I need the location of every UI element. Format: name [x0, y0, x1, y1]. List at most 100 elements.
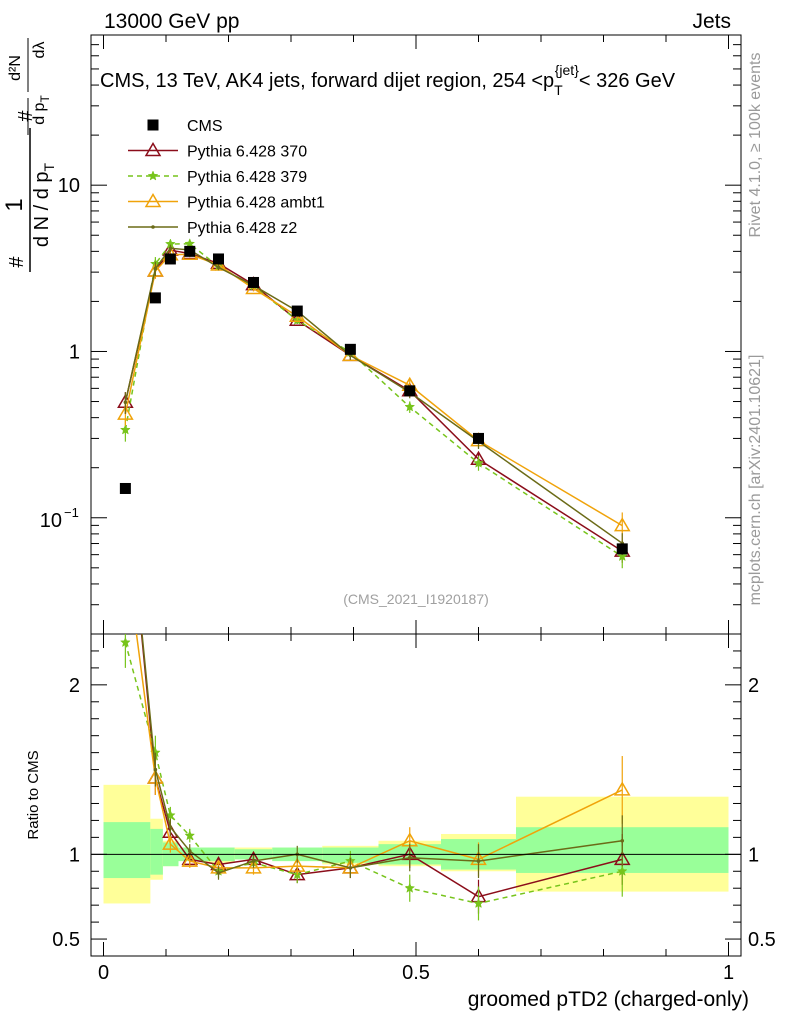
ratio-plot-frame — [90, 633, 742, 957]
ratio-y-tick-label-right: 2 — [748, 675, 759, 697]
ratio-point-pythia-6-428-z2 — [620, 838, 625, 843]
ratio-point-pythia-6-428-379 — [404, 882, 416, 893]
series-point-pythia-6-428-ambt1 — [613, 517, 631, 532]
title-suffix: < 326 GeV — [579, 70, 676, 92]
ratio-axes: 0 0.5 1 0.5 0.5 1 1 2 2 — [52, 634, 776, 984]
title-sub: T — [554, 82, 563, 98]
cms-data-point — [291, 305, 303, 317]
x-axis-label: groomed pTD2 (charged-only) — [468, 988, 749, 1011]
series-line-pythia-6-428-ambt1 — [124, 253, 623, 527]
title-prefix: CMS, 13 TeV, AK4 jets, forward dijet reg… — [100, 70, 554, 92]
ratio-point-pythia-6-428-379 — [616, 865, 628, 876]
series-line-pythia-6-428-z2 — [124, 247, 623, 544]
ylabel-dp: d pT — [31, 95, 52, 125]
analysis-watermark: (CMS_2021_I1920187) — [343, 591, 489, 607]
ratio-point-pythia-6-428-379 — [184, 830, 196, 841]
y-tick-label-01: 10 — [40, 510, 62, 532]
band-inner — [103, 822, 151, 879]
cms-data-point — [616, 543, 628, 555]
legend-label: Pythia 6.428 379 — [187, 169, 307, 186]
ratio-point-pythia-6-428-ambt1 — [288, 857, 306, 872]
rivet-version-label: Rivet 4.1.0, ≥ 100k events — [747, 53, 764, 238]
ratio-point-pythia-6-428-370 — [118, 458, 132, 470]
band-inner — [150, 828, 163, 875]
ratio-y-tick-label: 1 — [69, 844, 80, 866]
ratio-point-pythia-6-428-ambt1 — [118, 542, 132, 554]
ratio-point-pythia-6-428-z2 — [124, 463, 128, 467]
ylabel-dl: dλ — [31, 42, 48, 59]
cms-data-point — [213, 253, 224, 265]
ratio-y-tick-label: 0.5 — [52, 929, 80, 951]
series-line-pythia-6-428-379 — [124, 243, 623, 558]
legend-marker — [144, 142, 162, 157]
series-point-pythia-6-428-z2 — [168, 246, 173, 251]
ratio-y-tick-label: 2 — [69, 675, 80, 697]
ratio-point-pythia-6-428-z2 — [153, 767, 158, 772]
ratio-point-pythia-6-428-ambt1 — [181, 852, 199, 867]
ylabel-d2N: d²N — [7, 55, 24, 81]
ylabel-one: 1 — [1, 198, 28, 211]
ylabel-hash-2: # — [15, 110, 37, 122]
series-point-pythia-6-428-z2 — [153, 266, 158, 271]
series-point-pythia-6-428-z2 — [123, 400, 128, 405]
series-point-pythia-6-428-ambt1 — [117, 405, 134, 420]
legend-marker — [147, 119, 159, 131]
main-ylabel: 1 # d N / d pT # d²N d pT dλ — [1, 38, 57, 272]
ratio-point-pythia-6-428-z2 — [348, 866, 353, 870]
ratio-point-pythia-6-428-z2 — [476, 859, 481, 863]
ratio-point-pythia-6-428-z2 — [407, 855, 412, 860]
series-point-pythia-6-428-379 — [473, 457, 484, 468]
ratio-ylabel: Ratio to CMS — [25, 750, 42, 839]
ratio-series — [118, 458, 631, 921]
series-point-pythia-6-428-z2 — [216, 265, 221, 270]
legend-marker — [144, 193, 162, 208]
cms-data-point — [404, 385, 416, 397]
main-series — [117, 238, 631, 569]
legend-label: CMS — [187, 118, 223, 135]
source-label: mcplots.cern.ch [arXiv:2401.10621] — [747, 355, 764, 606]
plot-title: CMS, 13 TeV, AK4 jets, forward dijet reg… — [100, 62, 676, 98]
ratio-point-pythia-6-428-z2 — [216, 871, 221, 875]
legend-label: Pythia 6.428 ambt1 — [187, 195, 325, 212]
series-point-pythia-6-428-379 — [404, 401, 416, 412]
cms-data-point — [473, 432, 484, 444]
cms-data-point — [149, 292, 161, 304]
cms-data-point — [184, 245, 196, 257]
x-tick-label: 0 — [98, 962, 109, 984]
y-tick-label-10: 10 — [58, 175, 80, 197]
y-tick-label-1: 1 — [69, 341, 80, 363]
ylabel-dN-text: d N / d p — [31, 171, 53, 247]
ylabel-dN: d N / d pT — [31, 162, 57, 247]
ratio-point-pythia-6-428-ambt1 — [245, 859, 262, 874]
ratio-point-pythia-6-428-ambt1 — [613, 781, 631, 796]
ylabel-dp-text: d p — [31, 102, 48, 124]
ratio-y-tick-label-right: 0.5 — [748, 929, 776, 951]
y-tick-label-01-exp: −1 — [64, 505, 79, 520]
series-point-pythia-6-428-379 — [119, 424, 131, 435]
series-line-pythia-6-428-370 — [124, 249, 623, 552]
energy-label: 13000 GeV pp — [104, 10, 239, 33]
x-tick-label: 0.5 — [402, 962, 430, 984]
cms-data-point — [164, 253, 176, 265]
legend-marker — [151, 225, 155, 229]
legend-marker — [147, 170, 159, 181]
ratio-point-pythia-6-428-z2 — [187, 849, 192, 853]
cms-data-point — [344, 343, 356, 355]
series-point-pythia-6-428-379 — [616, 550, 628, 562]
title-sup: {jet} — [555, 62, 579, 78]
legend-label: Pythia 6.428 370 — [187, 144, 307, 161]
x-tick-label: 1 — [723, 962, 734, 984]
ratio-point-pythia-6-428-ambt1 — [162, 835, 179, 850]
ylabel-dN-sub: T — [41, 162, 57, 171]
ratio-point-pythia-6-428-379 — [473, 897, 484, 909]
ratio-y-tick-label-right: 1 — [748, 844, 759, 866]
cms-data-point — [119, 482, 131, 494]
ratio-point-pythia-6-428-z2 — [168, 825, 173, 829]
legend-label: Pythia 6.428 z2 — [187, 220, 297, 237]
cms-data-point — [248, 276, 259, 288]
ratio-point-pythia-6-428-z2 — [251, 859, 256, 863]
category-label: Jets — [692, 10, 731, 33]
legend: CMS Pythia 6.428 370 Pythia 6.428 379 Pythi… — [128, 118, 325, 237]
